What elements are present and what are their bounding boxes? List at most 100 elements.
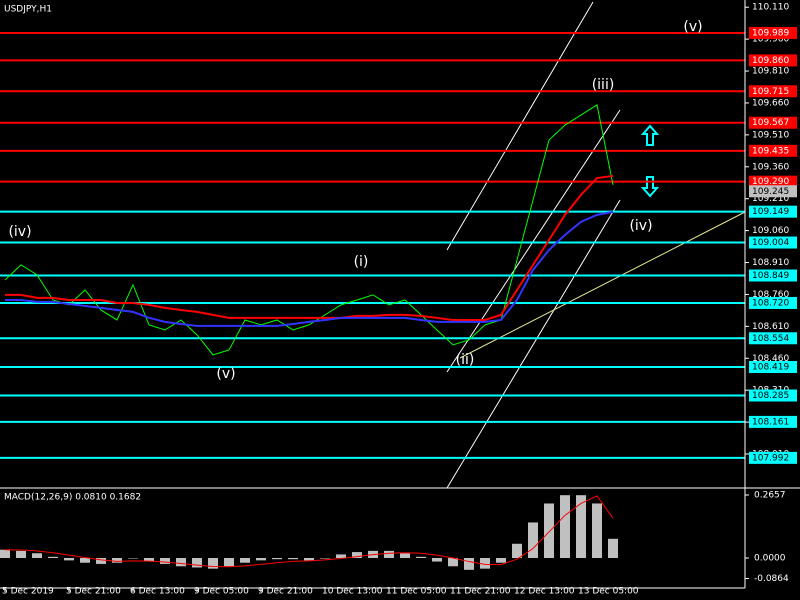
- histogram-bar: [144, 557, 154, 562]
- level-label-box: [749, 175, 797, 188]
- histogram-bar: [592, 503, 602, 558]
- level-label-box: [749, 116, 797, 129]
- level-label-box: [749, 361, 797, 373]
- level-label: 109.004: [752, 238, 789, 248]
- level-label-box: [749, 144, 797, 157]
- level-label-box: [749, 236, 797, 249]
- histogram-bar: [96, 557, 106, 564]
- histogram-bar: [384, 550, 394, 558]
- level-label-box: [749, 451, 797, 464]
- histogram-bar: [480, 557, 490, 569]
- level-label: 108.419: [752, 363, 789, 373]
- x-tick-label: 5 Dec 2019: [2, 587, 54, 597]
- y-tick-label: 108.910: [752, 258, 789, 268]
- histogram-bar: [80, 557, 90, 563]
- level-label: 109.860: [752, 56, 789, 66]
- channel-line: [446, 199, 621, 489]
- level-label: 108.720: [752, 298, 789, 308]
- y-tick-label: 0.2657: [754, 491, 786, 501]
- y-tick-label: 109.060: [752, 226, 789, 236]
- histogram-bar: [608, 538, 618, 558]
- histogram-bar: [272, 557, 282, 560]
- y-tick-label: 109.810: [752, 67, 789, 77]
- x-tick-label: 6 Dec 13:00: [130, 587, 185, 597]
- x-tick-label: 11 Dec 21:00: [450, 587, 511, 597]
- level-label-box: [749, 85, 797, 98]
- wave-label: (iv): [629, 218, 652, 234]
- level-label: 108.161: [752, 417, 789, 427]
- x-tick-label: 9 Dec 21:00: [258, 587, 313, 597]
- channel-line: [446, 109, 621, 373]
- level-label: 108.554: [752, 334, 789, 344]
- level-label-box: [749, 26, 797, 39]
- level-label-box: [749, 205, 797, 218]
- level-label: 109.715: [752, 87, 789, 97]
- y-tick-label: 109.510: [752, 130, 789, 140]
- histogram-bar: [256, 557, 266, 561]
- histogram-bar: [528, 522, 538, 558]
- level-label: 107.992: [752, 453, 789, 463]
- level-label-box: [749, 415, 797, 428]
- level-label: 109.989: [752, 28, 789, 38]
- level-label: 109.149: [752, 207, 789, 217]
- down-arrow: [640, 176, 660, 198]
- level-label-box: [749, 389, 797, 402]
- histogram-bar: [304, 557, 314, 561]
- level-label: 109.567: [752, 118, 789, 128]
- histogram-bar: [224, 557, 234, 567]
- channel-line: [446, 1, 594, 251]
- x-tick-label: 13 Dec 05:00: [578, 587, 639, 597]
- y-tick-label: 109.960: [752, 35, 789, 45]
- price-label: 109.245: [752, 187, 789, 197]
- level-label-box: [749, 54, 797, 67]
- histogram-bar: [336, 554, 346, 558]
- histogram-bar: [320, 557, 330, 559]
- x-tick-label: 10 Dec 13:00: [322, 587, 383, 597]
- histogram-bar: [16, 550, 26, 558]
- wave-label: (v): [683, 19, 702, 35]
- histogram-bar: [416, 556, 426, 558]
- y-tick-label: 108.760: [752, 290, 789, 300]
- y-tick-label: 0.0000: [754, 553, 786, 563]
- wave-label: (i): [354, 254, 369, 270]
- y-tick-label: 110.110: [752, 3, 789, 13]
- histogram-bar: [112, 557, 122, 563]
- up-arrow: [640, 124, 660, 146]
- histogram-bar: [560, 495, 570, 558]
- histogram-bar: [288, 557, 298, 560]
- level-label: 109.435: [752, 146, 789, 156]
- y-tick-label: -0.0864: [754, 574, 789, 584]
- series-line: [4, 104, 614, 356]
- histogram-bar: [496, 557, 506, 563]
- histogram-bar: [576, 495, 586, 558]
- histogram-bar: [32, 553, 42, 558]
- x-tick-label: 11 Dec 05:00: [386, 587, 447, 597]
- y-tick-label: 109.360: [752, 162, 789, 172]
- level-label: 108.849: [752, 271, 789, 281]
- wave-label: (v): [216, 366, 235, 382]
- histogram-bar: [240, 557, 250, 563]
- level-label: 108.285: [752, 391, 789, 401]
- histogram-bar: [352, 552, 362, 558]
- series-line: [4, 495, 614, 568]
- level-label: 109.290: [752, 177, 789, 187]
- histogram-bar: [48, 556, 58, 558]
- x-tick-label: 5 Dec 21:00: [66, 587, 121, 597]
- indicator-title: MACD(12,26,9) 0.0810 0.1682: [4, 493, 141, 503]
- y-tick-label: 109.660: [752, 98, 789, 108]
- x-tick-label: 12 Dec 13:00: [514, 587, 575, 597]
- histogram-bar: [448, 557, 458, 567]
- histogram-bar: [432, 557, 442, 562]
- trend-line: [459, 211, 746, 359]
- series-line: [5, 210, 614, 327]
- histogram-bar: [0, 549, 10, 558]
- histogram-bar: [192, 557, 202, 568]
- histogram-bar: [400, 553, 410, 558]
- price-label-box: [749, 185, 797, 198]
- level-label-box: [749, 332, 797, 345]
- wave-label: (iv): [8, 224, 31, 240]
- y-tick-label: 108.610: [752, 322, 789, 332]
- chart-title: USDJPY,H1: [4, 5, 52, 15]
